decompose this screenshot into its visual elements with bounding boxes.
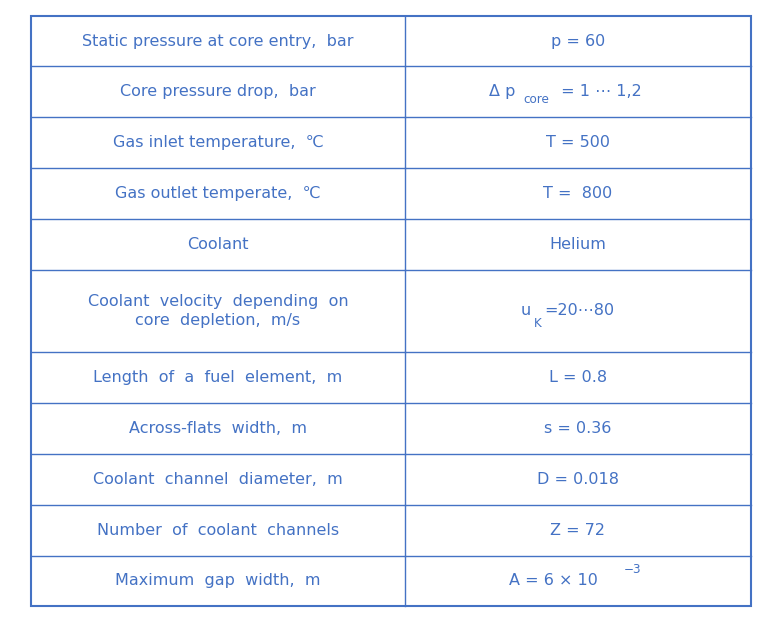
Text: core: core: [523, 93, 549, 106]
Text: Across-flats  width,  m: Across-flats width, m: [129, 420, 307, 435]
Text: T = 500: T = 500: [546, 136, 610, 151]
Text: Helium: Helium: [550, 237, 607, 253]
Text: Coolant: Coolant: [187, 237, 249, 253]
Text: u: u: [521, 304, 531, 318]
Text: D = 0.018: D = 0.018: [537, 471, 619, 486]
Text: Coolant  channel  diameter,  m: Coolant channel diameter, m: [93, 471, 343, 486]
Text: T =  800: T = 800: [544, 187, 613, 202]
Text: Gas inlet temperature,  ℃: Gas inlet temperature, ℃: [112, 136, 323, 151]
Text: p = 60: p = 60: [551, 34, 605, 49]
Text: Maximum  gap  width,  m: Maximum gap width, m: [116, 573, 321, 588]
Text: s = 0.36: s = 0.36: [544, 420, 611, 435]
Text: −3: −3: [624, 564, 641, 576]
Text: Δ p: Δ p: [489, 85, 515, 100]
Text: Gas outlet temperate,  ℃: Gas outlet temperate, ℃: [116, 187, 321, 202]
Text: Coolant  velocity  depending  on
core  depletion,  m/s: Coolant velocity depending on core deple…: [88, 294, 348, 328]
Text: Core pressure drop,  bar: Core pressure drop, bar: [120, 85, 316, 100]
Text: Number  of  coolant  channels: Number of coolant channels: [97, 522, 339, 537]
Text: Static pressure at core entry,  bar: Static pressure at core entry, bar: [82, 34, 353, 49]
Text: = 1 ⋯ 1,2: = 1 ⋯ 1,2: [557, 85, 642, 100]
Text: L = 0.8: L = 0.8: [549, 369, 607, 385]
Text: Length  of  a  fuel  element,  m: Length of a fuel element, m: [93, 369, 343, 385]
Text: =20⋯80: =20⋯80: [544, 304, 614, 318]
Text: Z = 72: Z = 72: [551, 522, 605, 537]
Text: K: K: [534, 317, 542, 330]
Text: A = 6 × 10: A = 6 × 10: [509, 573, 598, 588]
